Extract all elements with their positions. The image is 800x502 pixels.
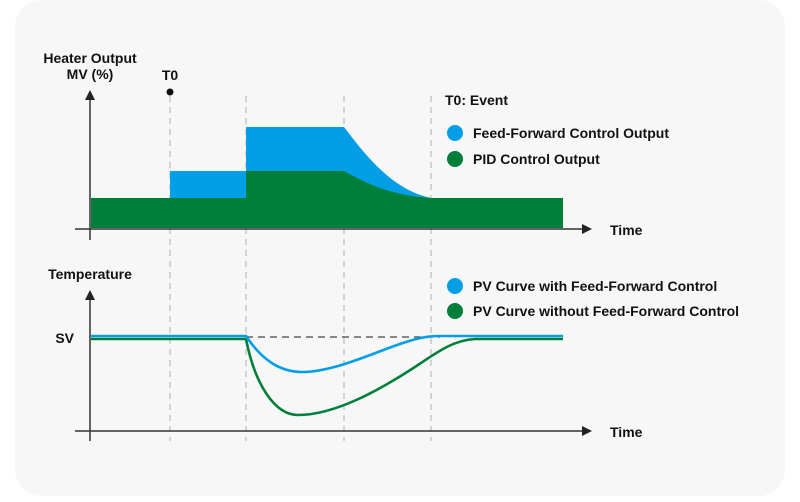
legend-swatch-pv-without-ff — [447, 303, 463, 319]
legend-label-feed-forward: Feed-Forward Control Output — [473, 125, 669, 141]
t0-event-dot — [166, 88, 174, 96]
legend-label-pv-with-ff: PV Curve with Feed-Forward Control — [473, 278, 717, 294]
diagram-card — [15, 0, 785, 496]
pv-curve-without-feed-forward — [91, 337, 563, 417]
legend-label-pv-without-ff: PV Curve without Feed-Forward Control — [473, 303, 739, 319]
top-y-axis-label-line2: MV (%) — [67, 66, 114, 82]
pid-output-area — [91, 171, 563, 228]
event-note: T0: Event — [445, 92, 508, 108]
legend-label-pid: PID Control Output — [473, 151, 600, 167]
legend-swatch-feed-forward — [447, 125, 463, 141]
pv-curve-with-feed-forward — [91, 334, 563, 374]
t0-label: T0 — [162, 67, 179, 83]
top-legend: Feed-Forward Control Output PID Control … — [447, 125, 669, 167]
legend-swatch-pid — [447, 151, 463, 167]
bottom-legend: PV Curve with Feed-Forward Control PV Cu… — [447, 278, 739, 319]
bottom-y-axis-label: Temperature — [48, 266, 132, 282]
legend-swatch-pv-with-ff — [447, 278, 463, 294]
top-y-axis-label-line1: Heater Output — [43, 50, 137, 66]
top-x-axis-label: Time — [610, 222, 643, 238]
bottom-x-axis-label: Time — [610, 424, 643, 440]
sv-label: SV — [55, 330, 74, 346]
